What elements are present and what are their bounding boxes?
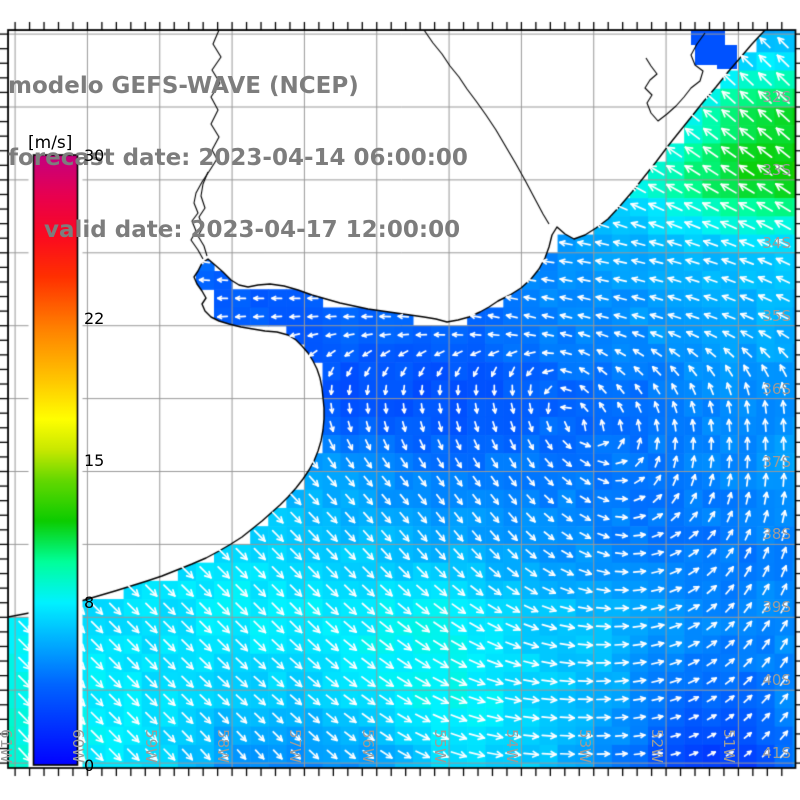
lat-axis-label: 40S xyxy=(762,671,791,690)
lat-axis-label: 38S xyxy=(762,525,791,544)
lat-axis-label: 36S xyxy=(762,379,791,398)
lat-axis-label: 39S xyxy=(762,598,791,617)
lat-axis-label: 37S xyxy=(762,452,791,471)
lon-axis-label: 57W xyxy=(286,729,305,763)
colorbar-tick-label: 0 xyxy=(84,756,95,775)
lon-axis-label: 51W xyxy=(720,729,739,763)
colorbar-unit-label: [m/s] xyxy=(28,133,73,153)
lon-axis-label: 53W xyxy=(575,729,594,763)
lon-axis-label: 56W xyxy=(358,729,377,763)
lon-axis-label: 59W xyxy=(141,729,160,763)
lon-axis-label: 58W xyxy=(214,729,233,763)
colorbar-tick-label: 22 xyxy=(84,308,105,328)
lon-axis-label: 61W xyxy=(0,729,16,763)
lat-axis-label: 34S xyxy=(762,233,791,252)
lat-axis-label: 32S xyxy=(762,88,791,106)
lon-axis-label: 55W xyxy=(431,729,450,763)
colorbar-tick-label: 30 xyxy=(84,146,105,165)
lon-axis-label: 54W xyxy=(503,729,522,763)
lat-axis-label: 33S xyxy=(762,160,791,179)
lon-axis-label: 52W xyxy=(648,729,667,763)
lat-axis-label: 41S xyxy=(762,744,791,763)
lat-axis-label: 35S xyxy=(762,306,791,325)
colorbar-tick-label: 15 xyxy=(84,451,105,470)
colorbar-tick-label: 8 xyxy=(84,593,95,613)
lon-axis-label: 60W xyxy=(69,729,88,763)
